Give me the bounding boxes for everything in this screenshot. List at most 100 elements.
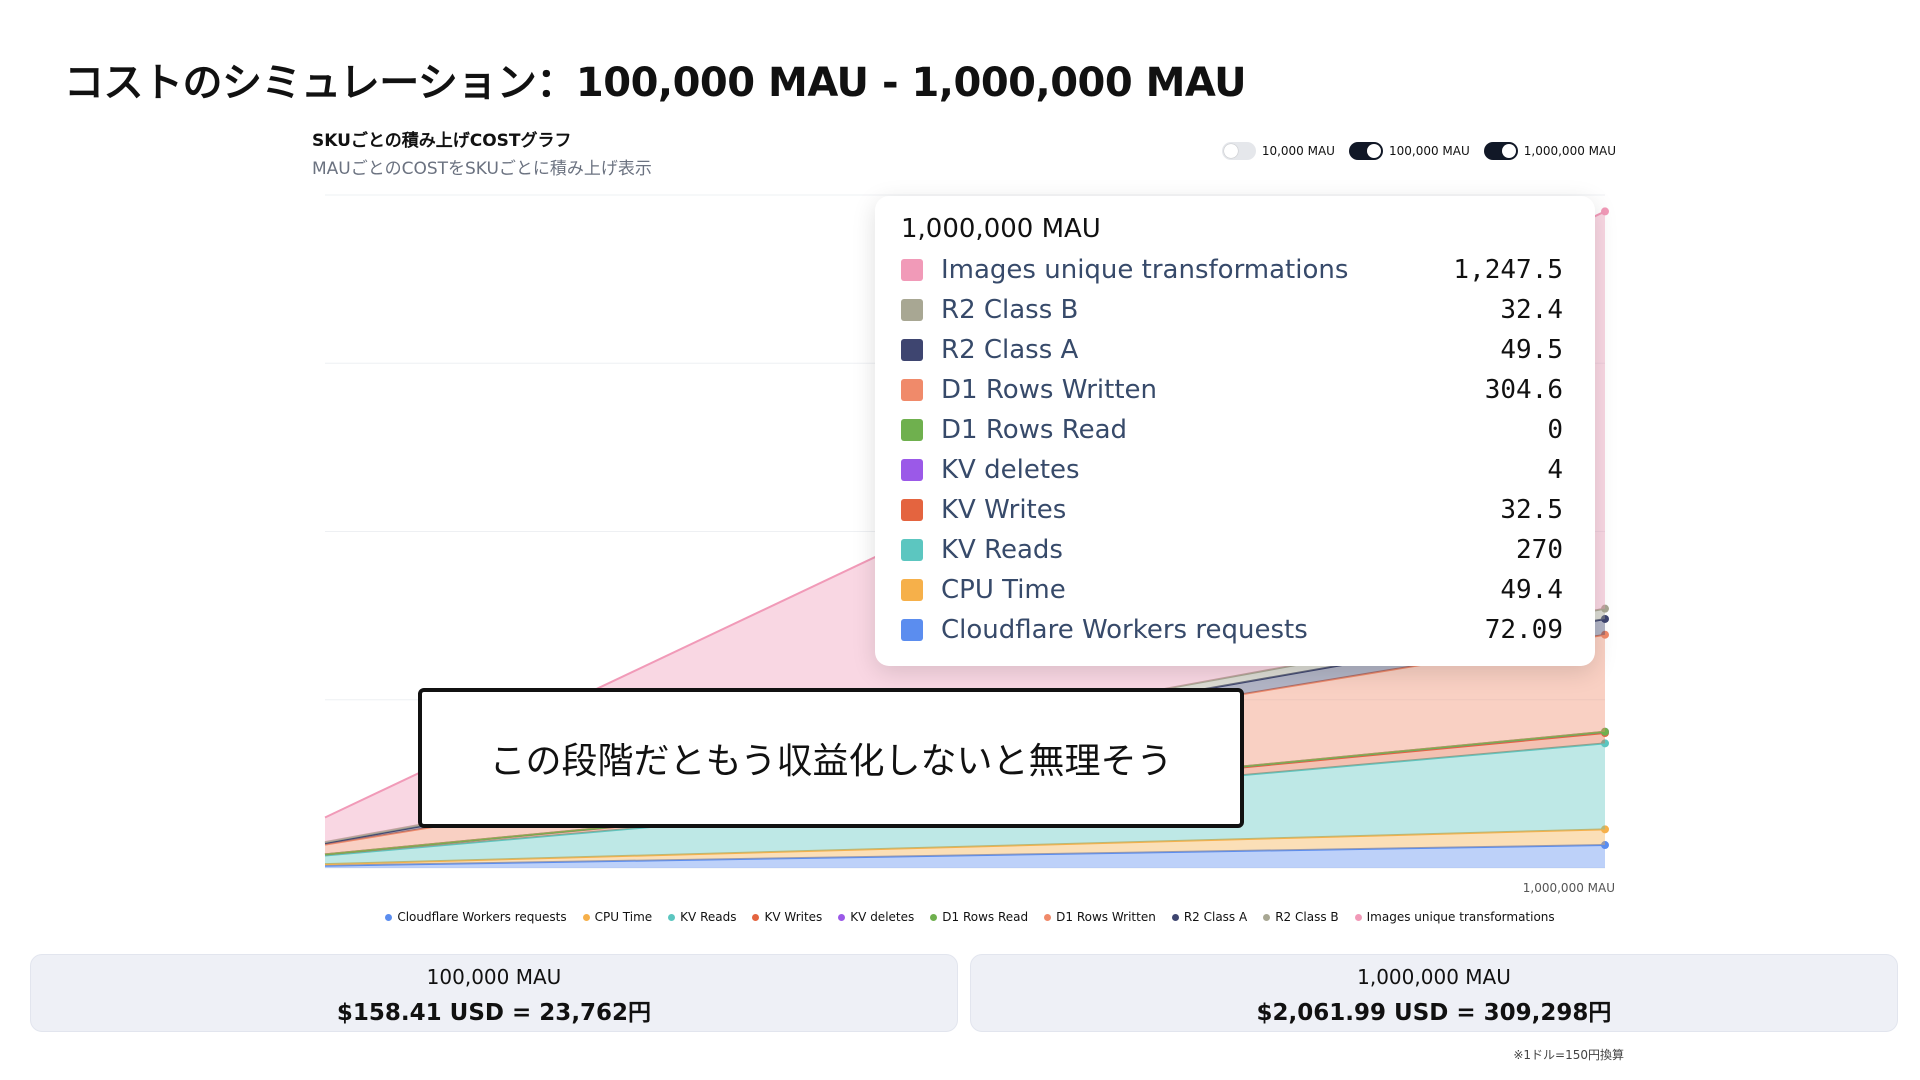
series-endpoint (1601, 207, 1609, 216)
legend-item[interactable]: KV Reads (668, 910, 736, 924)
mau-toggle-group: 10,000 MAU 100,000 MAU 1,000,000 MAU (1221, 142, 1616, 160)
legend-swatch (1354, 913, 1362, 921)
tooltip-row: KV Reads 270 (901, 530, 1563, 570)
tooltip-value: 0 (1547, 415, 1563, 445)
tooltip-swatch (901, 419, 923, 441)
tooltip-label: R2 Class A (941, 335, 1079, 365)
footnote: ※1ドル=150円換算 (1513, 1048, 1624, 1062)
tooltip-value: 49.4 (1500, 575, 1563, 605)
tooltip-label: D1 Rows Read (941, 415, 1128, 445)
series-endpoint (1601, 727, 1609, 736)
toggle-switch-icon[interactable] (1483, 142, 1518, 160)
series-line (324, 828, 1606, 866)
tooltip-label: KV Writes (941, 495, 1067, 525)
summary-card-100000-mau: 100,000 MAU $158.41 USD = 23,762円 (30, 954, 958, 1032)
chart-legend: Cloudflare Workers requests CPU Time KV Re… (310, 910, 1630, 924)
tooltip-swatch (901, 379, 923, 401)
legend-swatch (582, 913, 590, 921)
tooltip-row: Cloudflare Workers requests 72.09 (901, 610, 1563, 650)
chart-heading: SKUごとの積み上げCOSTグラフ (312, 131, 572, 151)
tooltip-row: R2 Class A 49.5 (901, 330, 1563, 370)
summary-value: $158.41 USD = 23,762円 (336, 1000, 652, 1026)
tooltip-value: 270 (1516, 535, 1563, 565)
legend-label: KV deletes (850, 910, 915, 924)
chart-tooltip: 1,000,000 MAU Images unique transformati… (875, 196, 1595, 666)
summary-card-1000000-mau: 1,000,000 MAU $2,061.99 USD = 309,298円 (970, 954, 1898, 1032)
legend-swatch (930, 913, 938, 921)
x-tick-label: 1,000,000 MAU (1523, 881, 1615, 895)
legend-item[interactable]: R2 Class A (1171, 910, 1248, 924)
series-endpoint (1601, 841, 1609, 850)
legend-item[interactable]: CPU Time (582, 910, 653, 924)
series-endpoint (1601, 739, 1609, 748)
toggle-label: 100,000 MAU (1388, 144, 1470, 158)
legend-item[interactable]: R2 Class B (1263, 910, 1339, 924)
legend-swatch (1044, 913, 1052, 921)
legend-swatch (752, 913, 760, 921)
tooltip-value: 32.4 (1500, 295, 1563, 325)
toggle-label: 10,000 MAU (1261, 144, 1335, 158)
tooltip-label: D1 Rows Written (941, 375, 1158, 405)
legend-swatch (838, 913, 846, 921)
legend-item[interactable]: KV Writes (752, 910, 822, 924)
series-endpoint (1601, 630, 1609, 639)
tooltip-row: D1 Rows Read 0 (901, 410, 1563, 450)
legend-label: KV Writes (764, 910, 823, 924)
tooltip-label: KV Reads (941, 535, 1063, 565)
legend-label: D1 Rows Written (1056, 910, 1156, 924)
legend-item[interactable]: D1 Rows Read (930, 910, 1028, 924)
tooltip-value: 1,247.5 (1453, 255, 1563, 285)
series-line (324, 844, 1606, 867)
tooltip-value: 32.5 (1500, 495, 1563, 525)
tooltip-value: 72.09 (1484, 615, 1563, 645)
legend-item[interactable]: KV deletes (838, 910, 914, 924)
series-endpoint (1601, 604, 1609, 613)
tooltip-label: CPU Time (941, 575, 1066, 605)
legend-label: KV Reads (680, 910, 737, 924)
legend-item[interactable]: Images unique transformations (1354, 910, 1555, 924)
chart-subheading: MAUごとのCOSTをSKUごとに積み上げ表示 (312, 159, 652, 179)
tooltip-value: 304.6 (1484, 375, 1563, 405)
tooltip-swatch (901, 299, 923, 321)
legend-label: Cloudflare Workers requests (397, 910, 567, 924)
legend-item[interactable]: Cloudflare Workers requests (385, 910, 567, 924)
tooltip-swatch (901, 539, 923, 561)
tooltip-label: KV deletes (941, 455, 1080, 485)
legend-swatch (668, 913, 676, 921)
slide-title: コストのシミュレーション：100,000 MAU - 1,000,000 MAU (64, 60, 1247, 106)
tooltip-row: D1 Rows Written 304.6 (901, 370, 1563, 410)
tooltip-label: R2 Class B (941, 295, 1079, 325)
series-endpoint (1601, 614, 1609, 623)
legend-label: D1 Rows Read (942, 910, 1029, 924)
tooltip-swatch (901, 339, 923, 361)
toggle-10000-mau[interactable]: 10,000 MAU (1221, 142, 1335, 160)
toggle-100000-mau[interactable]: 100,000 MAU (1348, 142, 1470, 160)
legend-item[interactable]: D1 Rows Written (1044, 910, 1156, 924)
legend-swatch (1171, 913, 1179, 921)
tooltip-row: KV deletes 4 (901, 450, 1563, 490)
tooltip-value: 4 (1547, 455, 1563, 485)
callout-text: この段階だともう収益化しないと無理そう (489, 741, 1173, 782)
tooltip-label: Cloudflare Workers requests (941, 615, 1308, 645)
series-endpoint (1601, 825, 1609, 834)
toggle-label: 1,000,000 MAU (1523, 144, 1616, 158)
toggle-1000000-mau[interactable]: 1,000,000 MAU (1483, 142, 1616, 160)
legend-label: CPU Time (594, 910, 653, 924)
tooltip-row: Images unique transformations 1,247.5 (901, 250, 1563, 290)
summary-title: 100,000 MAU (426, 965, 562, 989)
tooltip-swatch (901, 459, 923, 481)
tooltip-row: KV Writes 32.5 (901, 490, 1563, 530)
legend-label: Images unique transformations (1366, 910, 1555, 924)
tooltip-rows: Images unique transformations 1,247.5 R2 C… (901, 250, 1563, 650)
tooltip-row: CPU Time 49.4 (901, 570, 1563, 610)
tooltip-title: 1,000,000 MAU (901, 214, 1101, 244)
legend-swatch (385, 913, 393, 921)
tooltip-value: 49.5 (1500, 335, 1563, 365)
legend-label: R2 Class B (1275, 910, 1339, 924)
toggle-switch-icon[interactable] (1348, 142, 1383, 160)
legend-label: R2 Class A (1183, 910, 1248, 924)
summary-value: $2,061.99 USD = 309,298円 (1256, 1000, 1612, 1026)
legend-swatch (1263, 913, 1271, 921)
toggle-switch-icon[interactable] (1221, 142, 1256, 160)
tooltip-label: Images unique transformations (941, 255, 1349, 285)
